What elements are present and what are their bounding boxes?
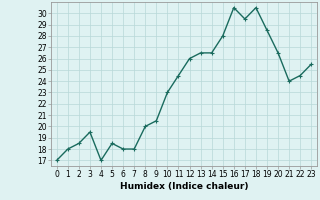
X-axis label: Humidex (Indice chaleur): Humidex (Indice chaleur) [120,182,248,191]
